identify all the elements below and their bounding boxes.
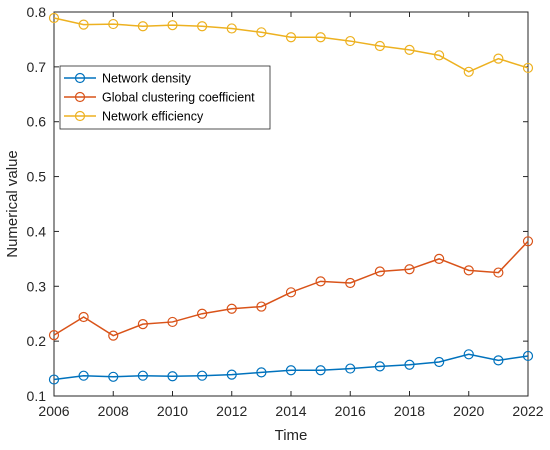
data-point [522, 236, 534, 247]
data-point [108, 371, 119, 382]
data-point [493, 355, 504, 366]
series-group [48, 12, 534, 77]
x-tick-label: 2022 [512, 403, 543, 419]
data-point [78, 370, 89, 381]
y-tick-label: 0.1 [27, 388, 47, 404]
data-point [285, 287, 297, 298]
legend: Network density Global clustering coeffic… [59, 65, 271, 130]
y-tick-label: 0.6 [27, 114, 47, 130]
data-point [226, 303, 237, 314]
data-point [404, 359, 415, 370]
data-point [374, 361, 385, 372]
data-point [434, 50, 445, 61]
data-point [345, 277, 356, 289]
y-tick-label: 0.3 [27, 278, 47, 294]
x-tick-label: 2018 [394, 403, 425, 419]
data-point [167, 20, 178, 31]
data-point [137, 21, 148, 32]
x-tick-label: 2010 [157, 403, 188, 419]
legend-box [59, 65, 271, 130]
data-point [108, 18, 119, 30]
legend-label: Global clustering coefficient [102, 91, 255, 105]
data-point [315, 365, 326, 376]
data-point [197, 370, 208, 381]
data-point [315, 276, 326, 287]
series-layer [48, 12, 534, 385]
data-point [108, 330, 119, 341]
x-tick-label: 2012 [216, 403, 247, 419]
legend-marker [74, 91, 86, 103]
data-point [256, 301, 267, 312]
legend-marker [74, 72, 86, 84]
data-point [48, 330, 60, 341]
data-point [463, 66, 474, 77]
data-point [285, 365, 297, 376]
data-point [374, 266, 385, 277]
data-point [345, 35, 356, 47]
legend-label: Network density [102, 72, 192, 86]
series-group [48, 349, 534, 385]
data-point [404, 264, 415, 275]
axis-ticks: 2006 2008 2010 2012 2014 2016 2018 2020 2022 0.1 0… [27, 4, 544, 419]
data-point [167, 316, 178, 328]
series-line [53, 353, 529, 381]
series-line [53, 240, 529, 337]
y-tick-label: 0.8 [27, 4, 47, 20]
data-point [404, 44, 415, 55]
data-point [374, 40, 385, 52]
y-tick-label: 0.4 [27, 223, 47, 239]
data-point [285, 32, 297, 43]
data-point [137, 370, 148, 381]
data-point [522, 62, 534, 74]
series-line [53, 17, 529, 73]
y-tick-label: 0.7 [27, 59, 47, 75]
data-point [78, 311, 89, 323]
data-point [463, 265, 474, 276]
y-axis-label: Numerical value [4, 150, 21, 258]
data-point [137, 319, 148, 330]
data-point [522, 350, 534, 362]
data-point [315, 32, 326, 43]
x-tick-label: 2008 [98, 403, 129, 419]
data-point [78, 19, 89, 30]
data-point [256, 27, 267, 38]
data-point [48, 12, 60, 24]
data-point [463, 349, 474, 360]
series-group [48, 236, 534, 341]
data-point [167, 371, 178, 382]
data-point [48, 374, 60, 385]
data-point [434, 253, 445, 264]
x-tick-label: 2014 [275, 403, 306, 419]
x-tick-label: 2006 [38, 403, 69, 419]
data-point [197, 308, 208, 319]
data-point [493, 267, 504, 278]
x-axis-label: Time [275, 427, 308, 444]
data-point [226, 369, 237, 380]
data-point [434, 356, 445, 368]
data-point [345, 363, 356, 374]
legend-label: Network efficiency [102, 110, 204, 124]
x-tick-label: 2016 [335, 403, 366, 419]
data-point [493, 53, 504, 64]
data-point [226, 23, 237, 34]
y-tick-label: 0.2 [27, 333, 47, 349]
x-tick-label: 2020 [453, 403, 484, 419]
y-tick-label: 0.5 [27, 169, 47, 185]
data-point [256, 367, 267, 378]
data-point [197, 21, 208, 32]
legend-marker [74, 110, 86, 122]
